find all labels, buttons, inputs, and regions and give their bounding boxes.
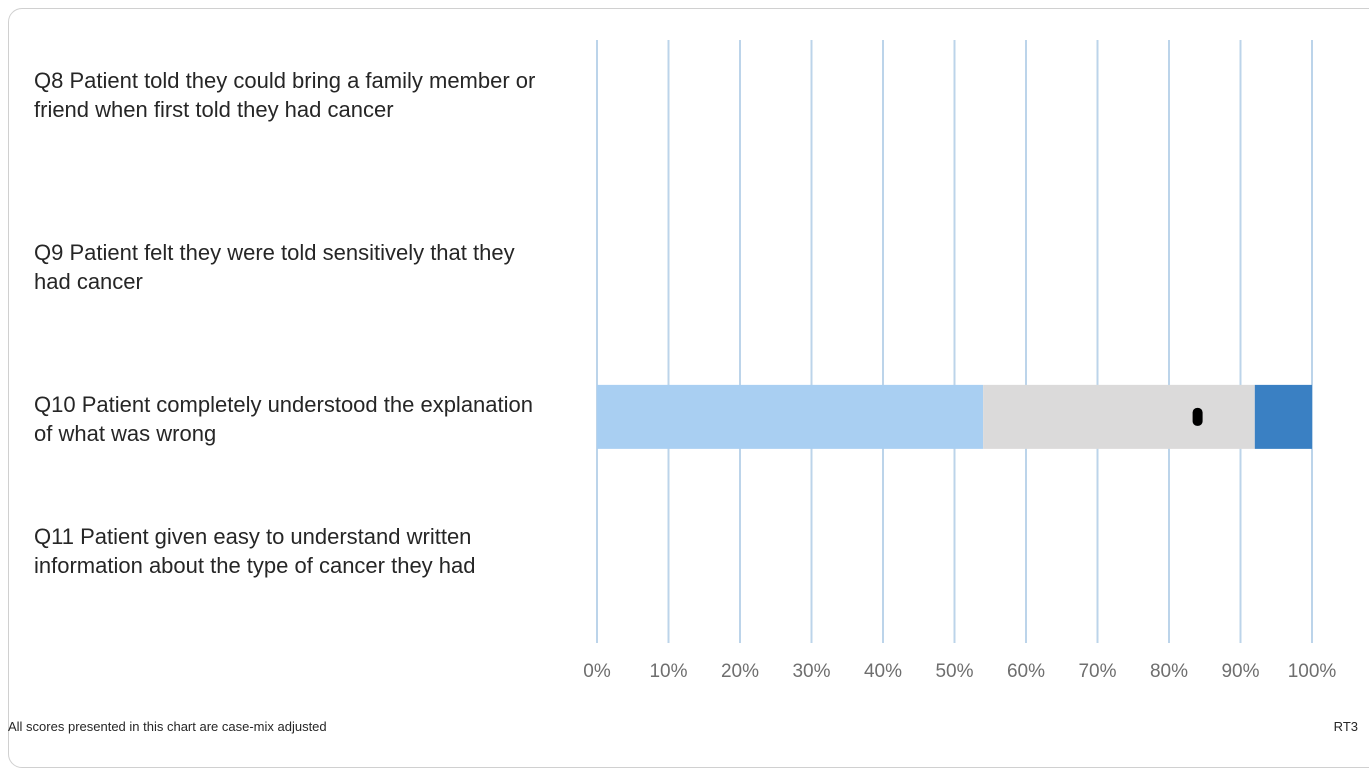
x-tick-label: 90% xyxy=(1221,661,1259,682)
stacked-bar-chart: 0% 10% 20% 30% 40% 50% 60% 70% 80% 90% 100% xyxy=(583,40,1337,682)
case-mix-footnote: All scores presented in this chart are c… xyxy=(8,719,327,734)
chart-code: RT3 xyxy=(1333,719,1358,734)
x-tick-label: 30% xyxy=(792,661,830,682)
x-tick-label: 40% xyxy=(864,661,902,682)
score-marker-row-3 xyxy=(1192,407,1203,426)
bar-segment-2-row-3 xyxy=(983,384,1255,449)
question-label-q9: Q9 Patient felt they were told sensitive… xyxy=(34,240,515,294)
question-label-q11: Q11 Patient given easy to understand wri… xyxy=(34,524,476,578)
bar-segment-1-row-3 xyxy=(597,384,984,449)
bar-segment-3-row-3 xyxy=(1254,384,1312,449)
x-tick-label: 50% xyxy=(935,661,973,682)
question-label-q10: Q10 Patient completely understood the ex… xyxy=(34,392,533,446)
question-label-q8: Q8 Patient told they could bring a famil… xyxy=(34,68,536,122)
x-tick-label: 10% xyxy=(649,661,687,682)
x-tick-label: 20% xyxy=(721,661,759,682)
x-tick-label: 100% xyxy=(1288,661,1337,682)
x-tick-label: 80% xyxy=(1150,661,1188,682)
x-tick-label: 60% xyxy=(1007,661,1045,682)
x-tick-label: 0% xyxy=(583,661,611,682)
x-tick-label: 70% xyxy=(1078,661,1116,682)
